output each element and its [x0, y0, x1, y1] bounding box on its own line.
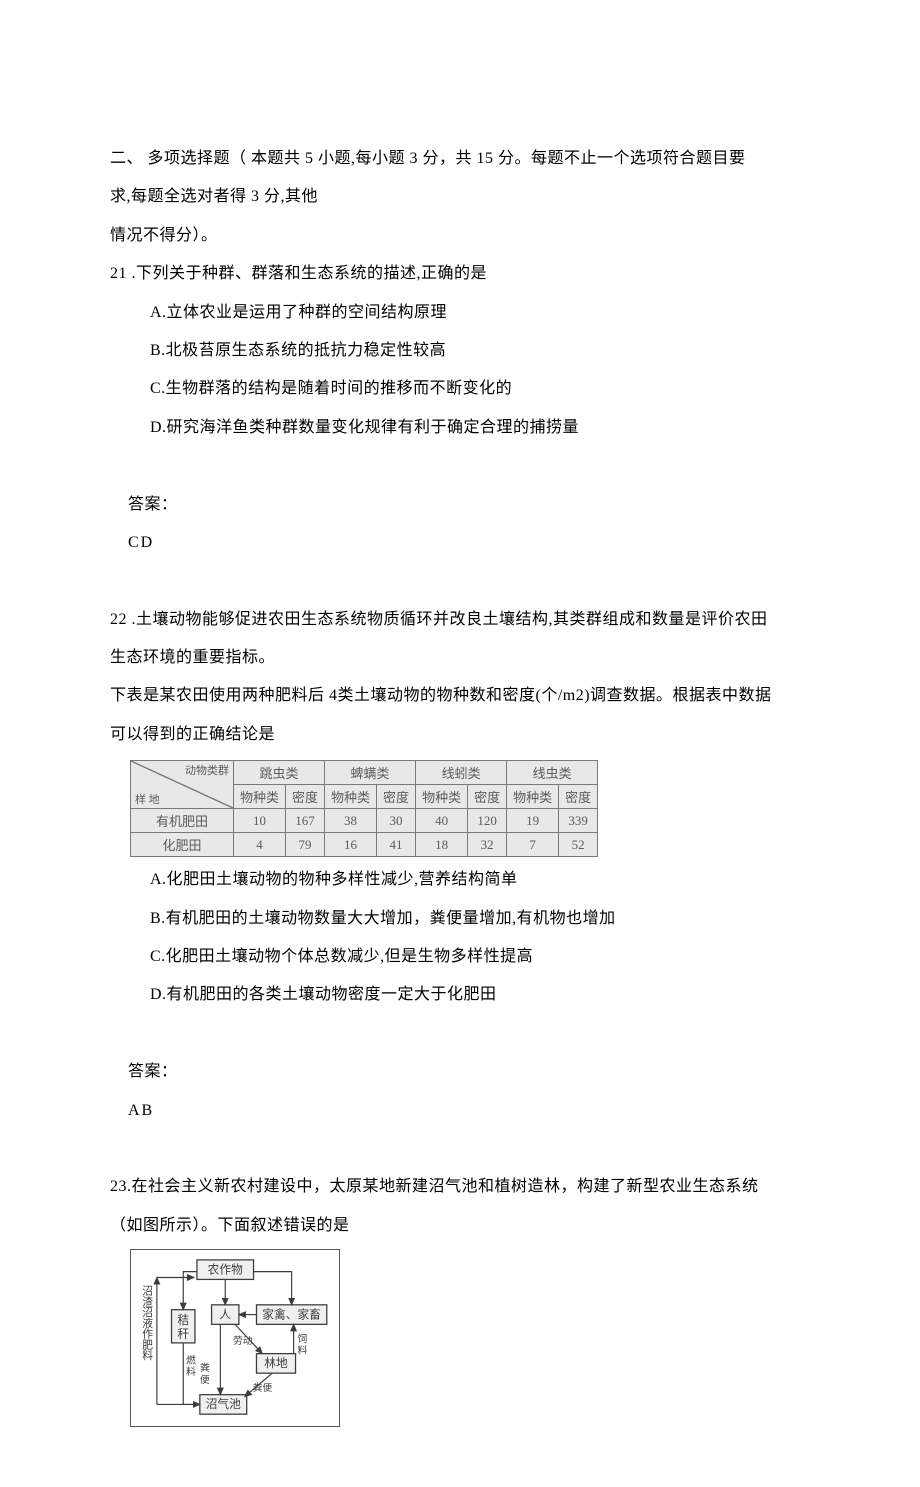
- answer-label: 答案：: [128, 496, 178, 513]
- cell: 32: [468, 833, 507, 857]
- section-heading-2: 求,每题全选对者得 3 分,其他: [110, 178, 810, 216]
- cell: 38: [325, 809, 377, 833]
- section-heading-1: 二、 多项选择题（ 本题共 5 小题,每小题 3 分，共 15 分。每题不止一个…: [110, 140, 810, 178]
- edge-label: 料: [297, 1344, 307, 1357]
- q22-option-d: D.有机肥田的各类土壤动物密度一定大于化肥田: [110, 976, 810, 1014]
- edge-label: 料: [186, 1365, 196, 1378]
- subcol: 物种类: [234, 785, 286, 809]
- cell: 30: [377, 809, 416, 833]
- diag-top-label: 动物类群: [185, 762, 229, 778]
- cell: 7: [507, 833, 559, 857]
- q21-option-c: C.生物群落的结构是随着时间的推移而不断变化的: [110, 370, 810, 408]
- diag-bottom-label: 样 地: [135, 791, 160, 807]
- q21-option-a: A.立体农业是运用了种群的空间结构原理: [110, 294, 810, 332]
- q22-answer: AB: [128, 1102, 154, 1119]
- q21-stem: 21 .下列关于种群、群落和生态系统的描述,正确的是: [110, 255, 810, 293]
- row-label: 有机肥田: [131, 809, 234, 833]
- q22-stem-3: 下表是某农田使用两种肥料后 4类土壤动物的物种数和密度(个/m2)调查数据。根据…: [110, 677, 810, 715]
- q22-option-c: C.化肥田土壤动物个体总数减少,但是生物多样性提高: [110, 938, 810, 976]
- svg-text:秆: 秆: [177, 1328, 189, 1341]
- side-label: 沼渣沼液作肥料: [141, 1285, 153, 1361]
- subcol: 密度: [559, 785, 598, 809]
- subcol: 物种类: [507, 785, 559, 809]
- node-livestock: 家禽、家畜: [256, 1305, 326, 1325]
- q21-option-b: B.北极苔原生态系统的抵抗力稳定性较高: [110, 332, 810, 370]
- node-crop: 农作物: [197, 1260, 254, 1280]
- subcol: 密度: [286, 785, 325, 809]
- cell: 19: [507, 809, 559, 833]
- cell: 10: [234, 809, 286, 833]
- edge-label: 粪: [200, 1361, 210, 1374]
- q21-answer: CD: [128, 534, 154, 551]
- svg-text:农作物: 农作物: [208, 1262, 243, 1276]
- edge-label: 便: [200, 1373, 210, 1386]
- cell: 16: [325, 833, 377, 857]
- q22-table: 动物类群 样 地 跳虫类 蜱螨类 线蚓类 线虫类 物种类 密度 物种类 密度 物…: [130, 760, 810, 857]
- answer-label: 答案：: [128, 1063, 178, 1080]
- node-human: 人: [212, 1305, 239, 1325]
- q22-option-b: B.有机肥田的土壤动物数量大大增加，粪便量增加,有机物也增加: [110, 900, 810, 938]
- edge-label: 燃: [186, 1354, 196, 1367]
- row-label: 化肥田: [131, 833, 234, 857]
- edge-label: 粪便: [253, 1381, 273, 1394]
- table-row: 化肥田 4 79 16 41 18 32 7 52: [131, 833, 598, 857]
- cell: 4: [234, 833, 286, 857]
- cell: 120: [468, 809, 507, 833]
- q22-answer-line: 答案： AB: [110, 1015, 810, 1169]
- subcol: 物种类: [325, 785, 377, 809]
- q21-answer-line: 答案： CD: [110, 447, 810, 601]
- edge-label: 饲: [297, 1332, 307, 1345]
- subcol: 密度: [377, 785, 416, 809]
- q22-stem-1: 22 .土壤动物能够促进农田生态系统物质循环并改良土壤结构,其类群组成和数量是评…: [110, 601, 810, 639]
- cell: 79: [286, 833, 325, 857]
- cell: 167: [286, 809, 325, 833]
- cell: 41: [377, 833, 416, 857]
- subcol: 物种类: [416, 785, 468, 809]
- svg-text:人: 人: [219, 1308, 231, 1321]
- svg-text:林地: 林地: [264, 1356, 288, 1370]
- q21-option-d: D.研究海洋鱼类种群数量变化规律有利于确定合理的捕捞量: [110, 409, 810, 447]
- node-forest: 林地: [256, 1354, 295, 1374]
- group-col-2: 线蚓类: [416, 761, 507, 785]
- cell: 339: [559, 809, 598, 833]
- document-page: 二、 多项选择题（ 本题共 5 小题,每小题 3 分，共 15 分。每题不止一个…: [0, 0, 920, 1487]
- q23-stem-1: 23.在社会主义新农村建设中，太原某地新建沼气池和植树造林，构建了新型农业生态系…: [110, 1168, 810, 1206]
- flowchart-svg: 沼渣沼液作肥料 农作物 秸 秆 人 家禽、家畜: [137, 1256, 333, 1422]
- group-col-0: 跳虫类: [234, 761, 325, 785]
- svg-text:沼气池: 沼气池: [206, 1397, 241, 1411]
- node-biogas: 沼气池: [200, 1395, 247, 1415]
- node-stalk: 秸 秆: [172, 1310, 195, 1343]
- svg-text:秸: 秸: [177, 1314, 189, 1327]
- section-heading-3: 情况不得分）。: [110, 217, 810, 255]
- table-row: 有机肥田 10 167 38 30 40 120 19 339: [131, 809, 598, 833]
- group-col-3: 线虫类: [507, 761, 598, 785]
- q22-option-a: A.化肥田土壤动物的物种多样性减少,营养结构简单: [110, 861, 810, 899]
- q23-stem-2: （如图所示）。下面叙述错误的是: [110, 1207, 810, 1245]
- q22-stem-2: 生态环境的重要指标。: [110, 639, 810, 677]
- q23-diagram: 沼渣沼液作肥料 农作物 秸 秆 人 家禽、家畜: [130, 1249, 340, 1427]
- svg-text:家禽、家畜: 家禽、家畜: [262, 1307, 321, 1321]
- soil-data-table: 动物类群 样 地 跳虫类 蜱螨类 线蚓类 线虫类 物种类 密度 物种类 密度 物…: [130, 760, 598, 857]
- table-diag-header: 动物类群 样 地: [131, 761, 234, 809]
- subcol: 密度: [468, 785, 507, 809]
- cell: 52: [559, 833, 598, 857]
- q22-stem-4: 可以得到的正确结论是: [110, 716, 810, 754]
- group-col-1: 蜱螨类: [325, 761, 416, 785]
- cell: 18: [416, 833, 468, 857]
- cell: 40: [416, 809, 468, 833]
- edge-label: 劳动: [233, 1334, 253, 1347]
